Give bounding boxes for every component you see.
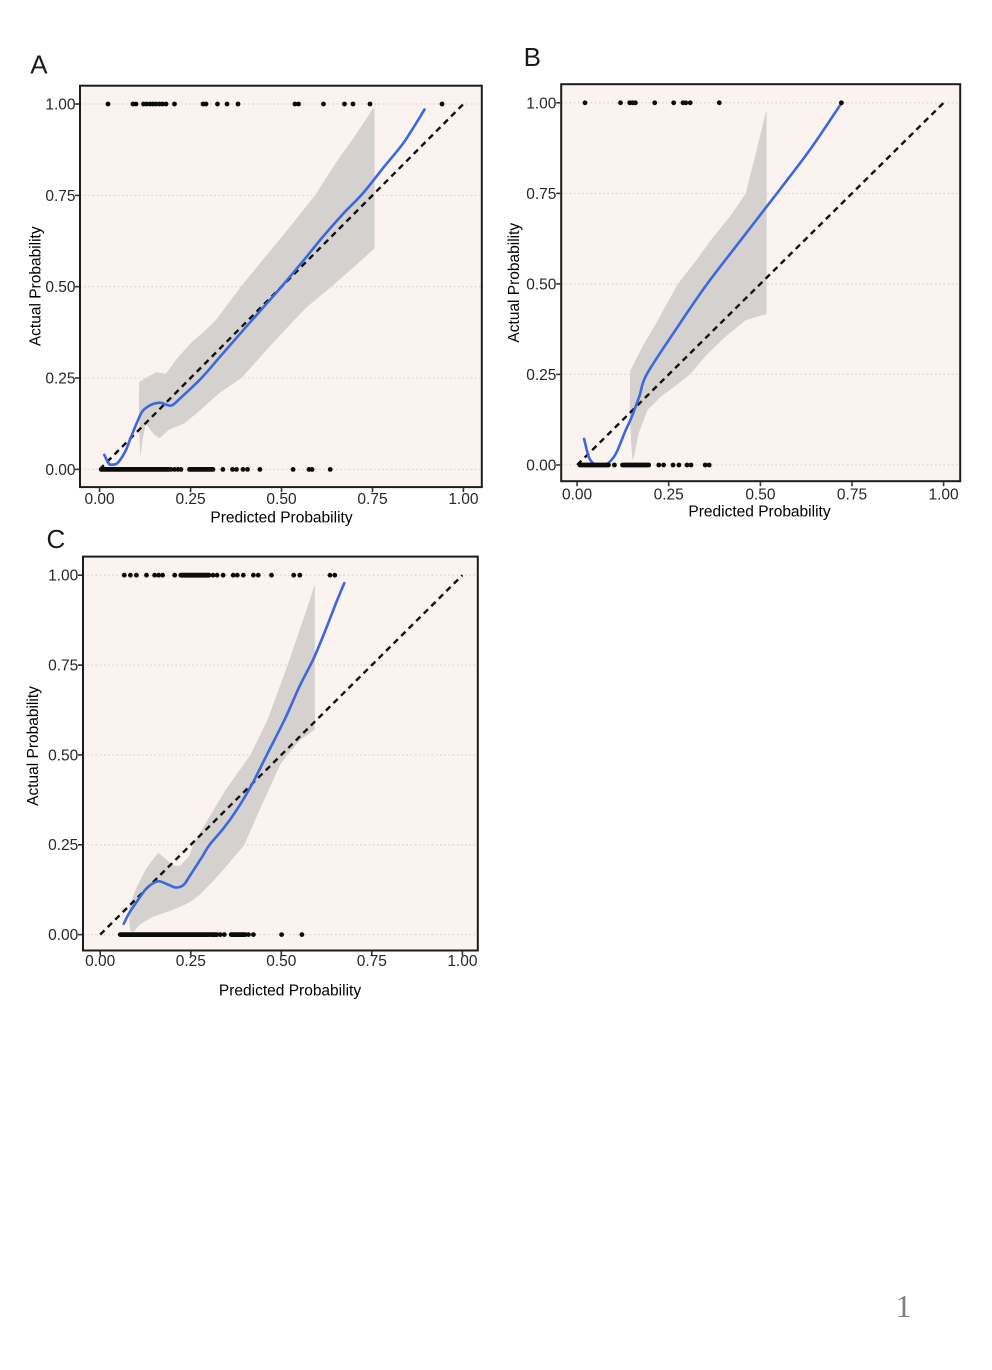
svg-text:Predicted Probability: Predicted Probability bbox=[210, 510, 352, 527]
svg-text:0.00: 0.00 bbox=[48, 927, 79, 944]
svg-text:0.00: 0.00 bbox=[85, 491, 116, 508]
svg-text:0.25: 0.25 bbox=[526, 367, 556, 384]
svg-text:0.00: 0.00 bbox=[85, 953, 116, 970]
svg-text:0.50: 0.50 bbox=[48, 747, 79, 764]
svg-text:0.50: 0.50 bbox=[745, 487, 776, 504]
svg-text:0.25: 0.25 bbox=[654, 487, 684, 504]
svg-text:0.50: 0.50 bbox=[45, 279, 76, 296]
svg-text:C: C bbox=[47, 524, 66, 554]
svg-text:0.75: 0.75 bbox=[48, 658, 78, 675]
svg-text:0.50: 0.50 bbox=[266, 953, 297, 970]
svg-text:0.75: 0.75 bbox=[526, 186, 556, 203]
svg-text:0.25: 0.25 bbox=[48, 837, 78, 854]
svg-text:0.75: 0.75 bbox=[357, 491, 387, 508]
svg-text:1: 1 bbox=[896, 1288, 912, 1324]
svg-text:0.75: 0.75 bbox=[837, 487, 867, 504]
svg-text:0.50: 0.50 bbox=[526, 276, 557, 293]
svg-text:0.50: 0.50 bbox=[266, 491, 297, 508]
svg-text:Predicted Probability: Predicted Probability bbox=[688, 504, 830, 521]
svg-text:0.00: 0.00 bbox=[526, 458, 557, 475]
svg-text:B: B bbox=[524, 42, 541, 72]
svg-text:0.00: 0.00 bbox=[45, 462, 76, 479]
svg-text:0.25: 0.25 bbox=[45, 371, 75, 388]
svg-text:1.00: 1.00 bbox=[48, 568, 79, 585]
svg-text:A: A bbox=[30, 49, 48, 79]
svg-text:0.25: 0.25 bbox=[176, 953, 206, 970]
svg-text:Predicted Probability: Predicted Probability bbox=[219, 983, 361, 1000]
svg-text:0.75: 0.75 bbox=[357, 953, 387, 970]
svg-text:1.00: 1.00 bbox=[448, 491, 479, 508]
svg-text:0.75: 0.75 bbox=[45, 188, 75, 205]
svg-text:Actual Probability: Actual Probability bbox=[25, 686, 42, 806]
svg-text:1.00: 1.00 bbox=[526, 95, 557, 112]
svg-text:0.25: 0.25 bbox=[176, 491, 206, 508]
svg-text:Actual Probability: Actual Probability bbox=[27, 226, 44, 346]
svg-text:0.00: 0.00 bbox=[562, 487, 593, 504]
svg-text:1.00: 1.00 bbox=[45, 97, 76, 114]
svg-text:1.00: 1.00 bbox=[929, 487, 960, 504]
svg-text:1.00: 1.00 bbox=[447, 953, 478, 970]
svg-text:Actual Probability: Actual Probability bbox=[506, 223, 523, 343]
